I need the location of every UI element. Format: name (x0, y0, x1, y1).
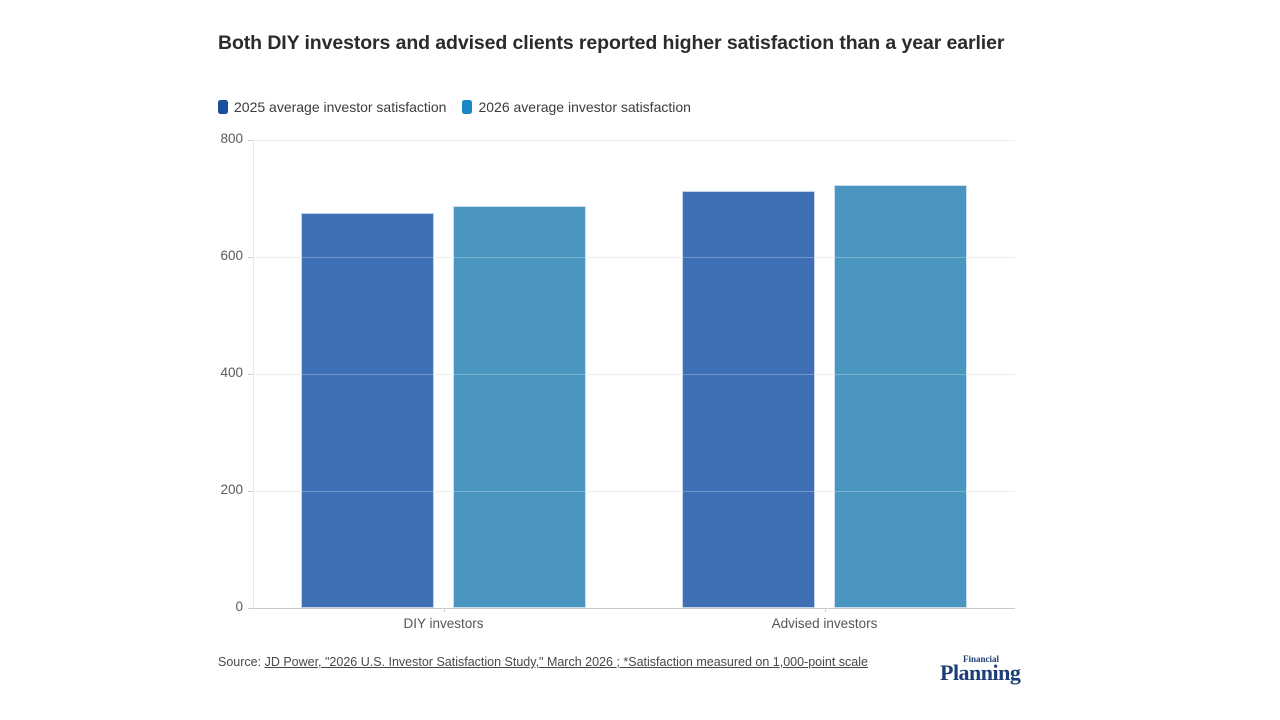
bar-2025-diy (301, 213, 434, 608)
logo-planning-text: Planning (940, 660, 1021, 685)
y-tick-label: 800 (220, 131, 243, 146)
gridline (253, 256, 1015, 258)
x-tick-label: Advised investors (771, 616, 878, 631)
x-axis-baseline (253, 607, 1015, 609)
gridline-overlay (253, 490, 1015, 492)
x-tick-mark (824, 608, 826, 612)
x-tick-mark (443, 608, 445, 612)
y-tick-mark (248, 373, 253, 375)
plot-area: 0 200 400 600 800 DIY investors Advised invest… (220, 131, 1015, 631)
gridline (253, 490, 1015, 492)
source-note: Source: JD Power, "2026 U.S. Investor Sa… (218, 653, 934, 671)
y-tick-mark (248, 490, 253, 492)
legend-swatch-2026 (462, 100, 473, 114)
legend-swatch-2025 (218, 100, 228, 114)
bar-2025-advised (682, 191, 815, 608)
legend-item-2026: 2026 average investor satisfaction (462, 99, 691, 115)
legend-label-2025: 2025 average investor satisfaction (234, 99, 447, 115)
logo-financial-text: Financial (963, 654, 1000, 664)
financial-planning-logo[interactable]: Planning Financial (940, 655, 1021, 685)
bar-2026-advised (834, 185, 967, 608)
chart-title: Both DIY investors and advised clients r… (218, 32, 1005, 54)
legend-label-2026: 2026 average investor satisfaction (478, 99, 691, 115)
chart-legend: 2025 average investor satisfaction 2026 … (218, 99, 691, 115)
gridline-overlay (253, 373, 1015, 375)
gridline-overlay (253, 256, 1015, 258)
y-tick-label: 600 (220, 248, 243, 263)
source-link[interactable]: JD Power, "2026 U.S. Investor Satisfacti… (264, 655, 868, 669)
legend-item-2025: 2025 average investor satisfaction (218, 99, 446, 115)
y-tick-mark (248, 256, 253, 258)
y-tick-label: 0 (235, 599, 243, 614)
y-tick-mark (248, 139, 253, 141)
y-tick-label: 400 (220, 365, 243, 380)
source-prefix: Source: (218, 655, 265, 669)
y-tick-label: 200 (220, 482, 243, 497)
bar-2026-diy (453, 206, 586, 608)
gridline (253, 373, 1015, 375)
y-tick-mark (248, 607, 253, 609)
gridline-overlay (253, 139, 1015, 141)
x-tick-label: DIY investors (403, 616, 484, 631)
gridline (253, 139, 1015, 141)
